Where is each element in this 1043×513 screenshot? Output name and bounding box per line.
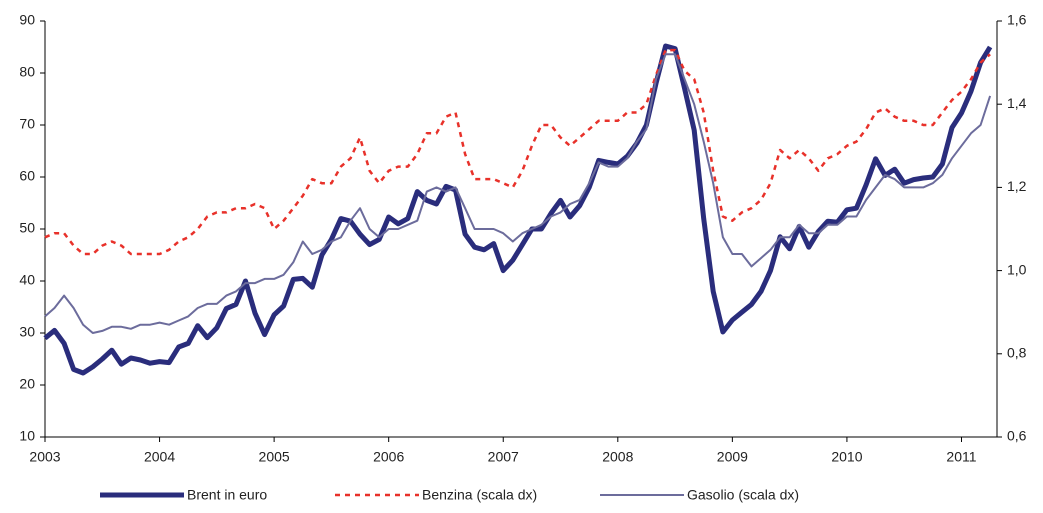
y-tick-label: 70 bbox=[19, 116, 35, 132]
x-tick-label: 2009 bbox=[717, 449, 748, 465]
x-tick-label: 2008 bbox=[602, 449, 633, 465]
y-tick-label: 20 bbox=[19, 376, 35, 392]
y2-tick-label: 1,4 bbox=[1007, 95, 1027, 111]
series-line bbox=[44, 53, 992, 334]
y2-tick-label: 1,0 bbox=[1007, 261, 1027, 277]
y2-tick-label: 1,2 bbox=[1007, 178, 1027, 194]
x-tick-label: 2011 bbox=[946, 449, 976, 465]
y-tick-label: 30 bbox=[19, 324, 35, 340]
y2-tick-label: 0,6 bbox=[1007, 428, 1027, 444]
y2-tick-label: 0,8 bbox=[1007, 345, 1027, 361]
x-tick-label: 2005 bbox=[259, 449, 290, 465]
x-tick-label: 2010 bbox=[831, 449, 862, 465]
y-tick-label: 50 bbox=[19, 220, 35, 236]
x-tick-label: 2004 bbox=[144, 449, 175, 465]
x-tick-label: 2007 bbox=[488, 449, 519, 465]
y2-tick-label: 1,6 bbox=[1007, 12, 1027, 28]
x-tick-label: 2003 bbox=[29, 449, 60, 465]
series-line bbox=[44, 48, 991, 256]
y-tick-label: 10 bbox=[19, 428, 35, 444]
y-tick-label: 90 bbox=[19, 12, 35, 28]
y-tick-label: 60 bbox=[19, 168, 35, 184]
legend-label: Brent in euro bbox=[187, 487, 267, 503]
x-tick-label: 2006 bbox=[373, 449, 404, 465]
series-line bbox=[43, 43, 993, 376]
y-tick-label: 80 bbox=[19, 64, 35, 80]
legend-label: Benzina (scala dx) bbox=[422, 487, 537, 503]
legend-label: Gasolio (scala dx) bbox=[687, 487, 799, 503]
y-tick-label: 40 bbox=[19, 272, 35, 288]
